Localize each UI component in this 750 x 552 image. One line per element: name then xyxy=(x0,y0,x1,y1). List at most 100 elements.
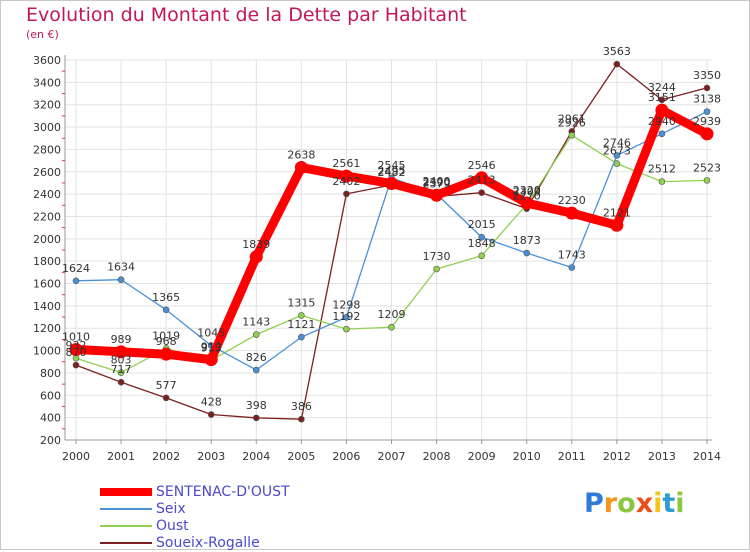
data-point xyxy=(658,178,666,185)
data-point xyxy=(565,206,579,220)
x-tick-label: 2013 xyxy=(648,450,676,463)
data-label: 1209 xyxy=(378,308,406,321)
data-point xyxy=(430,188,444,202)
data-label: 1365 xyxy=(152,291,180,304)
legend-label: Soueix-Rogalle xyxy=(156,535,260,551)
data-label: 3151 xyxy=(648,91,676,104)
data-point xyxy=(343,313,350,321)
data-point xyxy=(478,233,485,241)
x-tick-label: 2001 xyxy=(107,450,135,463)
data-label: 398 xyxy=(246,399,267,412)
data-label: 919 xyxy=(201,341,222,354)
data-label: 2402 xyxy=(332,175,360,188)
logo-letter: P xyxy=(584,488,604,519)
legend-label: Oust xyxy=(156,518,189,534)
data-label: 2379 xyxy=(423,177,451,190)
data-point xyxy=(252,414,260,422)
data-label: 3563 xyxy=(603,45,631,58)
y-tick-label: 3000 xyxy=(33,121,61,134)
data-point xyxy=(72,361,80,369)
y-tick-label: 2200 xyxy=(33,210,61,223)
data-point xyxy=(298,312,305,319)
data-label: 932 xyxy=(66,339,87,352)
data-point xyxy=(252,331,260,338)
y-tick-label: 2800 xyxy=(33,143,61,156)
data-label: 386 xyxy=(291,400,312,413)
x-tick-label: 2008 xyxy=(423,450,451,463)
data-point xyxy=(700,127,714,141)
data-label: 2512 xyxy=(648,163,676,176)
data-point xyxy=(658,96,666,104)
data-label: 2413 xyxy=(468,174,496,187)
x-tick-label: 2002 xyxy=(152,450,180,463)
data-label: 968 xyxy=(156,335,177,348)
x-tick-label: 2003 xyxy=(197,450,225,463)
legend-label: Seix xyxy=(156,501,186,517)
y-tick-label: 3400 xyxy=(33,76,61,89)
data-label: 2939 xyxy=(693,115,721,128)
data-point xyxy=(343,190,350,198)
data-label: 1624 xyxy=(62,262,90,275)
data-point xyxy=(655,103,669,117)
y-tick-label: 1000 xyxy=(33,345,61,358)
x-tick-label: 2010 xyxy=(513,450,541,463)
x-tick-label: 2005 xyxy=(287,450,315,463)
logo-letter: i xyxy=(653,488,663,519)
data-label: 1143 xyxy=(242,316,270,329)
legend-swatch xyxy=(100,508,152,510)
data-point xyxy=(475,171,489,185)
data-label: 428 xyxy=(201,396,222,409)
data-point xyxy=(388,323,395,331)
data-point xyxy=(433,265,440,273)
chart-subtitle: (en €) xyxy=(26,28,59,41)
legend-label: SENTENAC-D'OUST xyxy=(156,484,290,500)
data-label: 803 xyxy=(111,354,132,367)
y-tick-label: 200 xyxy=(40,434,61,447)
data-point xyxy=(703,177,711,184)
data-point xyxy=(298,415,305,423)
data-label: 2121 xyxy=(603,206,631,219)
data-labels: 1010 989 968 919 1839 2638 2561 2495 2390 2546 232… xyxy=(62,45,721,413)
chart-title: Evolution du Montant de la Dette par Hab… xyxy=(26,4,467,26)
data-label: 2270 xyxy=(513,190,541,203)
y-tick-label: 3200 xyxy=(33,99,61,112)
data-label: 717 xyxy=(111,363,132,376)
data-point xyxy=(478,189,485,196)
data-point xyxy=(207,411,215,418)
x-tick-label: 2006 xyxy=(332,450,360,463)
data-label: 2230 xyxy=(558,194,586,207)
data-point xyxy=(520,196,534,210)
y-tick-label: 1600 xyxy=(33,278,61,291)
data-point xyxy=(385,177,398,190)
data-label: 1839 xyxy=(242,238,270,251)
data-label: 1192 xyxy=(332,310,360,323)
x-tick-label: 2004 xyxy=(242,450,270,463)
data-point xyxy=(204,353,218,367)
data-point xyxy=(339,169,353,183)
y-tick-label: 1800 xyxy=(33,255,61,268)
data-label: 1730 xyxy=(423,250,451,263)
data-label: 2561 xyxy=(332,157,360,170)
data-point xyxy=(703,84,711,92)
data-label: 1121 xyxy=(287,318,315,331)
data-point xyxy=(162,306,170,314)
data-label: 1743 xyxy=(558,249,586,262)
data-label: 577 xyxy=(156,379,177,392)
data-label: 2400 xyxy=(423,175,451,188)
data-point xyxy=(658,130,666,138)
data-point xyxy=(252,366,260,374)
data-point xyxy=(117,378,125,386)
data-label: 2940 xyxy=(648,115,676,128)
series-lines xyxy=(69,60,714,423)
data-label: 870 xyxy=(66,346,87,359)
logo-letter: t xyxy=(662,488,676,519)
data-point xyxy=(69,342,83,356)
x-tick-label: 2012 xyxy=(603,450,631,463)
data-point xyxy=(703,108,711,115)
logo-letter: x xyxy=(635,488,654,519)
data-point xyxy=(72,277,80,285)
data-label: 3350 xyxy=(693,69,721,82)
y-tick-label: 1400 xyxy=(33,300,61,313)
proxiti-logo: Proxiti xyxy=(584,488,685,519)
